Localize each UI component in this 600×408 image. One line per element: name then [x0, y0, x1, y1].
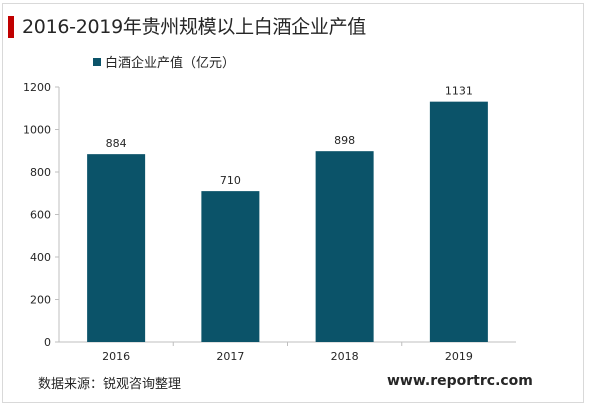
bar	[315, 151, 374, 342]
y-tick-label: 600	[30, 209, 51, 222]
data-label: 710	[220, 174, 241, 187]
title-accent-bar	[8, 16, 14, 38]
y-tick-label: 400	[30, 251, 51, 264]
y-tick-label: 1000	[23, 124, 51, 137]
bar	[429, 101, 488, 342]
legend-label: 白酒企业产值（亿元）	[105, 56, 236, 71]
bar	[201, 191, 260, 342]
data-label: 884	[106, 137, 127, 150]
website-link[interactable]: www.reportrc.com	[387, 373, 533, 389]
chart-title: 2016-2019年贵州规模以上白酒企业产值	[22, 16, 366, 38]
data-label: 898	[334, 134, 355, 147]
y-tick-label: 0	[44, 336, 51, 349]
data-label: 1131	[445, 85, 473, 98]
data-source: 数据来源：锐观咨询整理	[38, 377, 182, 392]
legend-swatch	[93, 57, 101, 66]
x-tick-label: 2016	[102, 350, 130, 363]
y-tick-label: 800	[30, 166, 51, 179]
x-tick-label: 2017	[216, 350, 244, 363]
legend: 白酒企业产值（亿元）	[93, 52, 235, 71]
y-tick-label: 200	[30, 294, 51, 307]
y-tick-label: 1200	[23, 81, 51, 94]
x-tick-label: 2019	[445, 350, 473, 363]
x-tick-label: 2018	[331, 350, 359, 363]
bar	[87, 154, 146, 342]
